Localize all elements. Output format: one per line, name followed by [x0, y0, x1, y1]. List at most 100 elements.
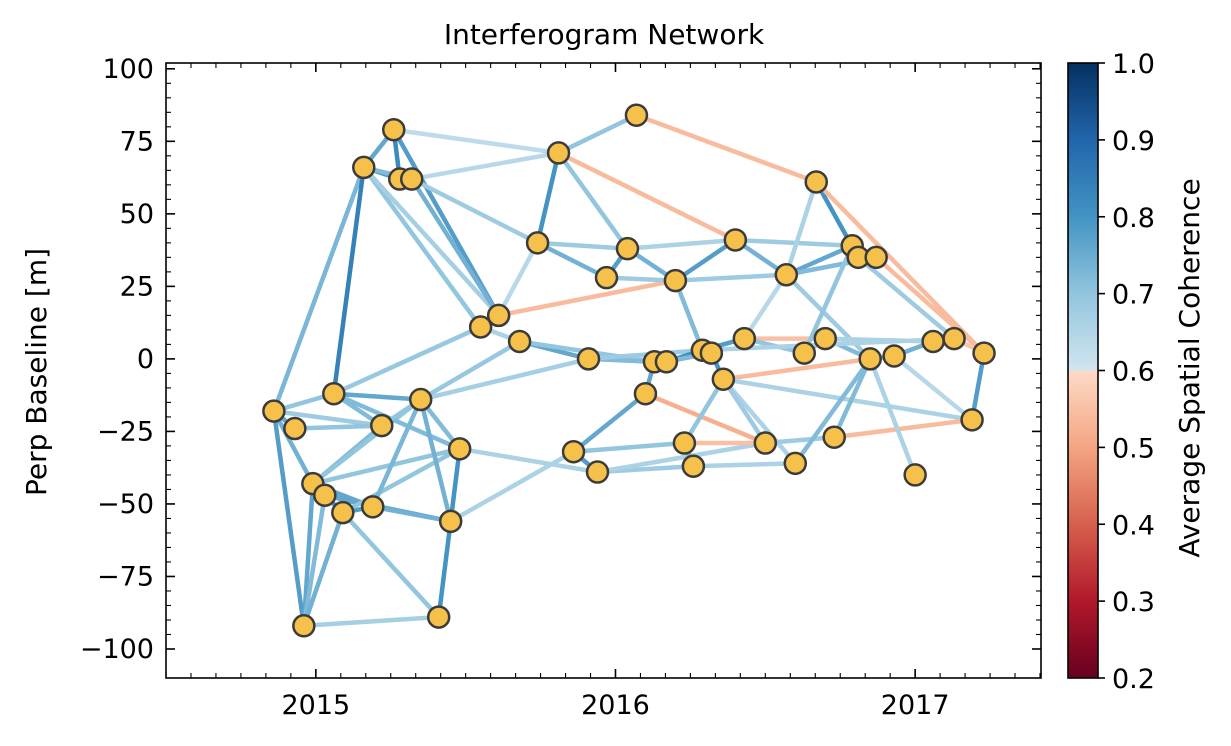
- network-edge: [571, 440, 687, 454]
- acquisition-node: [792, 341, 817, 365]
- network-edge: [331, 391, 462, 452]
- acquisition-node: [594, 265, 619, 290]
- acquisition-node: [486, 303, 511, 328]
- plot-frame: [165, 62, 1042, 679]
- acquisition-node: [723, 228, 748, 252]
- x-tick-label: 2016: [581, 690, 650, 721]
- acquisition-node: [546, 141, 571, 165]
- acquisition-node: [283, 416, 307, 441]
- chart-title: Interferogram Network: [444, 18, 765, 51]
- network-edge: [673, 278, 705, 353]
- network-edge: [457, 446, 600, 475]
- network-edge: [721, 376, 975, 423]
- colorbar-gradient: [1067, 62, 1099, 679]
- network-edge: [448, 449, 576, 524]
- colorbar-tick-label: 1.0: [1112, 49, 1155, 80]
- acquisition-node: [774, 263, 799, 287]
- acquisition-node: [370, 413, 394, 438]
- acquisition-node: [585, 460, 610, 484]
- acquisition-node: [624, 103, 649, 127]
- network-edge: [673, 272, 789, 283]
- nodes-layer: [262, 103, 996, 638]
- network-edge: [271, 408, 316, 486]
- acquisition-node: [711, 367, 736, 391]
- y-tick-label: −50: [97, 489, 154, 520]
- acquisition-node: [732, 326, 757, 351]
- network-edge: [625, 237, 738, 251]
- acquisition-node: [426, 605, 451, 629]
- network-edge: [271, 408, 307, 629]
- network-edge: [682, 376, 726, 446]
- colorbar-tick-label: 0.7: [1112, 280, 1155, 311]
- y-tick-label: 75: [120, 126, 154, 157]
- network-edge: [418, 397, 453, 524]
- network-edge: [301, 614, 441, 629]
- y-tick-label: −25: [97, 416, 154, 447]
- acquisition-node: [972, 341, 996, 365]
- network-edge: [436, 519, 453, 620]
- acquisition-node: [633, 381, 658, 406]
- network-edge: [784, 179, 819, 278]
- acquisition-node: [322, 381, 346, 406]
- network-edge: [418, 356, 591, 402]
- colorbar-tick-label: 0.2: [1112, 664, 1155, 695]
- network-edge: [535, 240, 609, 280]
- acquisition-node: [753, 431, 778, 455]
- network-edge: [418, 339, 522, 402]
- network-edge: [331, 391, 423, 402]
- network-edge: [867, 356, 918, 478]
- y-tick-label: 25: [120, 271, 154, 302]
- acquisition-node: [822, 425, 846, 449]
- network-edge: [873, 255, 987, 356]
- network-edge: [271, 165, 367, 414]
- acquisition-node: [813, 326, 837, 351]
- network-edge: [292, 423, 385, 431]
- y-tick-label: 100: [102, 54, 154, 85]
- network-edge: [742, 272, 789, 341]
- network-edge: [535, 240, 630, 251]
- network-edge: [691, 461, 798, 469]
- acquisition-node: [804, 170, 829, 194]
- network-edge: [361, 165, 501, 318]
- colorbar-tick-label: 0.4: [1112, 510, 1155, 541]
- acquisition-node: [699, 341, 724, 365]
- colorbar-tick-label: 0.6: [1112, 357, 1155, 388]
- acquisition-node: [921, 329, 945, 354]
- acquisition-node: [882, 344, 906, 368]
- x-tick-label: 2015: [281, 690, 350, 721]
- acquisition-node: [399, 167, 424, 191]
- network-edge: [721, 376, 798, 466]
- acquisition-node: [447, 437, 472, 461]
- x-tick-label: 2017: [881, 690, 950, 721]
- acquisition-node: [468, 315, 493, 339]
- network-edge: [361, 165, 483, 330]
- acquisition-node: [903, 463, 927, 487]
- acquisition-node: [438, 509, 463, 534]
- acquisition-node: [507, 329, 532, 354]
- acquisition-node: [681, 454, 706, 478]
- network-edge: [496, 278, 678, 318]
- network-edge: [331, 324, 483, 396]
- network-edge: [409, 150, 561, 182]
- network-edge: [370, 397, 423, 510]
- acquisition-node: [313, 483, 337, 507]
- acquisition-node: [561, 439, 586, 464]
- network-edge: [571, 391, 648, 454]
- acquisition-node: [408, 387, 433, 412]
- acquisition-node: [381, 117, 406, 142]
- colorbar-tick-label: 0.3: [1112, 587, 1155, 618]
- acquisition-node: [942, 326, 966, 351]
- network-edge: [340, 510, 441, 620]
- acquisition-node: [262, 399, 286, 423]
- acquisition-node: [352, 155, 376, 180]
- network-edge: [721, 376, 768, 446]
- network-edge: [370, 504, 453, 524]
- network-edge: [409, 176, 501, 318]
- colorbar-tick-label: 0.9: [1112, 126, 1155, 157]
- network-edge: [391, 127, 561, 156]
- network-edge: [448, 446, 462, 524]
- network-edge: [301, 481, 316, 629]
- network-edge: [643, 391, 768, 446]
- network-edge: [556, 150, 738, 243]
